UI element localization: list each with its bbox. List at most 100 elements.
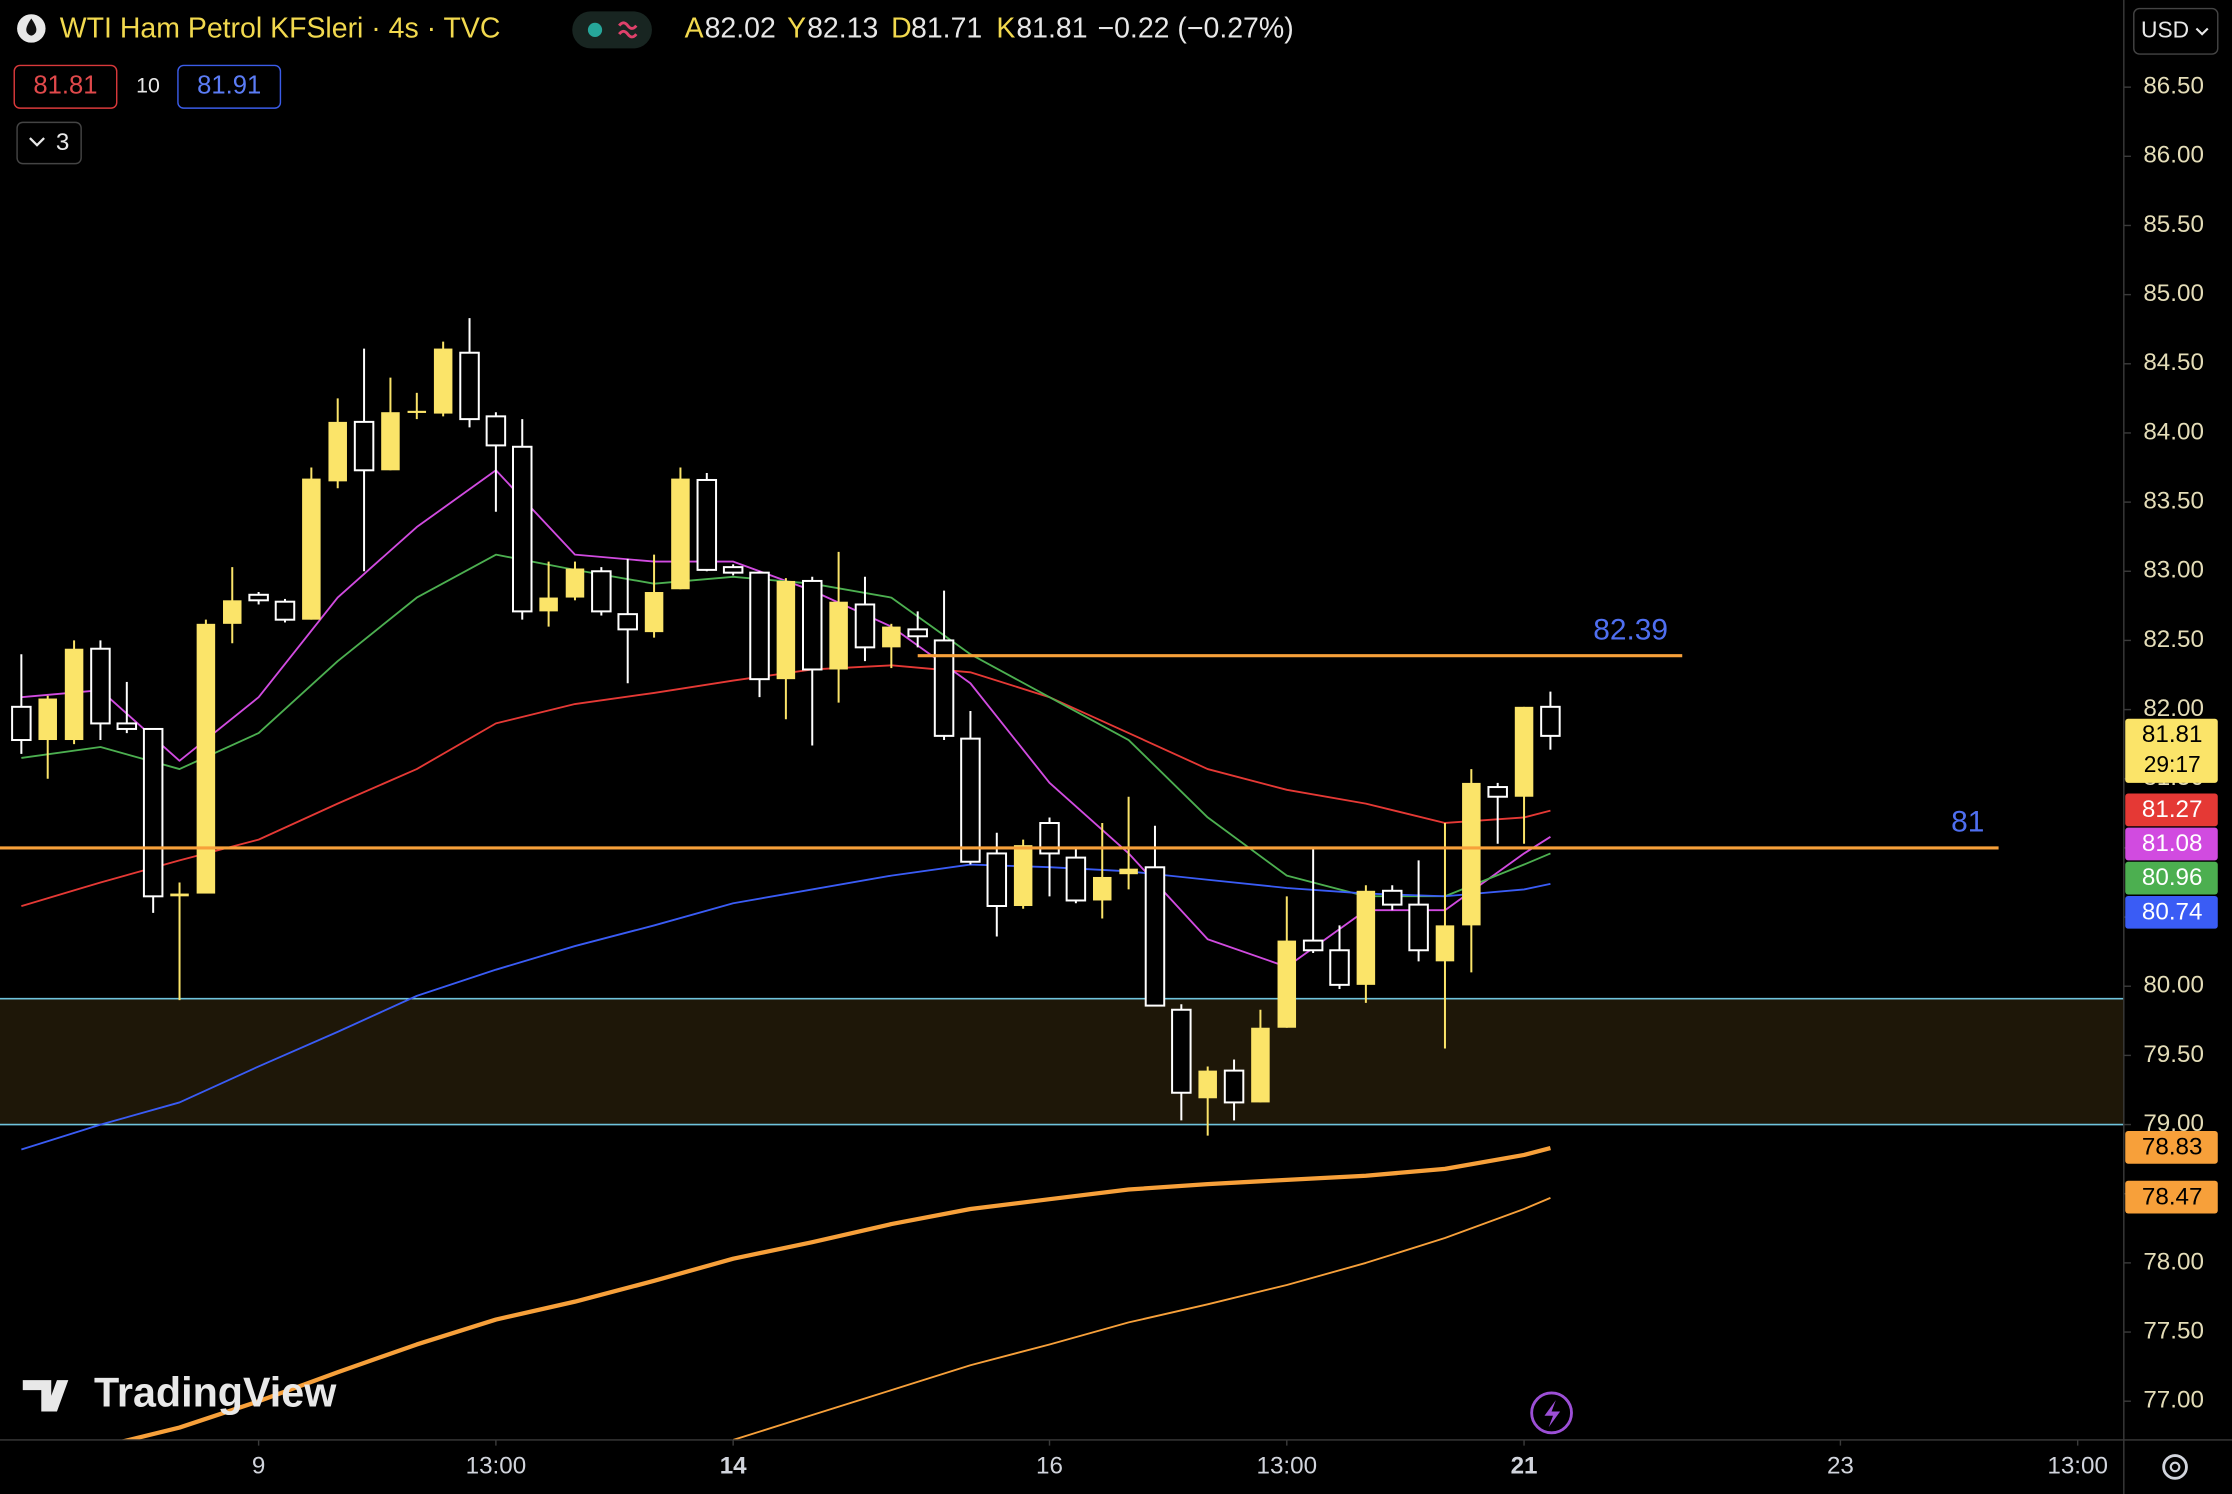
candle-body	[142, 727, 164, 898]
symbol-title[interactable]: WTI Ham Petrol KFSleri · 4s · TVC	[60, 12, 501, 44]
candle-body	[485, 415, 507, 447]
candle-body	[1302, 939, 1324, 952]
price-tag	[2125, 793, 2218, 827]
candle-body	[90, 647, 111, 725]
candle-body	[1039, 822, 1060, 855]
candle-body	[907, 628, 928, 638]
y-tick-label: 78.00	[2143, 1248, 2204, 1275]
candle-body	[1514, 706, 1534, 797]
price-tag	[2125, 1180, 2218, 1214]
chevron	[2195, 27, 2209, 36]
price-tag-label: 81.81	[2142, 721, 2203, 748]
candle-body	[196, 623, 216, 894]
indicator-count: 3	[56, 129, 69, 156]
currency: USD	[2141, 16, 2189, 42]
x-tick-label: 21	[1511, 1452, 1538, 1479]
events-bolt	[1544, 1400, 1561, 1428]
candle-body	[38, 698, 57, 741]
y-tick-label: 84.00	[2143, 418, 2204, 445]
candle-body	[776, 580, 796, 680]
x-tick-label: 13:00	[2047, 1452, 2108, 1479]
price-tag-label: 81.27	[2142, 796, 2203, 823]
candle-body	[565, 568, 585, 598]
spread: 10	[136, 73, 160, 97]
y-tick-label: 83.00	[2143, 557, 2204, 584]
brand-logo	[22, 1380, 69, 1412]
level-label: 82.39	[1593, 613, 1668, 646]
price-tag-label: 78.83	[2142, 1133, 2203, 1160]
y-tick-label: 77.50	[2143, 1317, 2204, 1344]
candle-body	[933, 639, 955, 737]
candle-body	[1462, 782, 1481, 926]
indicators-toggle[interactable]	[16, 121, 82, 165]
ohlc-key: A	[685, 12, 704, 44]
x-tick-label: 16	[1036, 1452, 1063, 1479]
candle-body	[1119, 868, 1138, 875]
candle-body	[64, 648, 84, 741]
candle-body	[591, 570, 612, 613]
candle-body	[459, 351, 480, 421]
price-tag-label: 81.08	[2142, 830, 2203, 857]
ohlc-key: Y	[787, 12, 806, 44]
y-tick-label: 85.50	[2143, 211, 2204, 238]
y-tick-label: 86.00	[2143, 142, 2204, 169]
y-tick-label: 77.00	[2143, 1387, 2204, 1414]
price-tag	[2125, 827, 2218, 861]
price-tag	[2125, 718, 2218, 783]
candle-body	[1540, 705, 1561, 737]
candle-body	[882, 626, 901, 648]
ohlc-key: K	[996, 12, 1015, 44]
y-tick-label: 82.00	[2143, 695, 2204, 722]
ohlc-value: 81.81	[1016, 12, 1087, 44]
sell-button[interactable]	[13, 64, 118, 109]
level-label: 81	[1951, 806, 1984, 839]
candle-body	[539, 597, 558, 612]
symbol-icon-drop	[26, 18, 37, 36]
settings-icon[interactable]	[2162, 1454, 2188, 1480]
ma-line	[732, 1197, 1551, 1440]
price-tag-label: 80.96	[2142, 864, 2203, 891]
y-tick-label: 79.50	[2143, 1041, 2204, 1068]
candle-body	[986, 852, 1008, 908]
y-tick-label: 83.50	[2143, 488, 2204, 515]
candle-body	[353, 420, 375, 472]
candle-body	[274, 600, 296, 621]
candle-body	[644, 592, 664, 633]
price-tag-label: 80.74	[2142, 898, 2203, 925]
candle-body	[1329, 949, 1350, 986]
candle-body	[381, 412, 400, 471]
y-tick-label: 85.00	[2143, 280, 2204, 307]
ma-line	[21, 863, 1551, 1151]
ask-price: 81.91	[197, 72, 261, 100]
candle-body	[302, 478, 321, 620]
price-tag	[2125, 895, 2218, 929]
candle-body	[512, 445, 533, 613]
candle-body	[960, 737, 981, 863]
candle-body	[802, 579, 823, 671]
buy-button[interactable]	[177, 64, 282, 109]
x-tick-label: 9	[252, 1452, 265, 1479]
candle-body	[1435, 925, 1455, 962]
settings-icon-core	[2169, 1461, 2181, 1473]
candle-body	[1251, 1027, 1270, 1103]
candle-body	[116, 722, 138, 730]
events-icon[interactable]	[1530, 1391, 1573, 1435]
candle-body	[1065, 856, 1087, 902]
price-tag-label: 78.47	[2142, 1183, 2203, 1210]
candle-body	[1277, 940, 1297, 1028]
candle-body	[696, 478, 718, 571]
y-tick-label: 86.50	[2143, 73, 2204, 100]
zone	[0, 998, 2124, 1125]
candle-body	[1171, 1008, 1192, 1094]
price-tag	[2125, 861, 2218, 895]
status-pill[interactable]	[572, 11, 652, 49]
candle-body	[1223, 1069, 1245, 1104]
brand: TradingView	[94, 1370, 337, 1416]
ohlc-value: 82.02	[705, 12, 776, 44]
currency-button[interactable]	[2133, 7, 2219, 55]
candle-body	[749, 571, 770, 681]
candle-body	[407, 410, 427, 413]
chevron	[29, 137, 45, 147]
ma-line	[119, 1146, 1551, 1440]
